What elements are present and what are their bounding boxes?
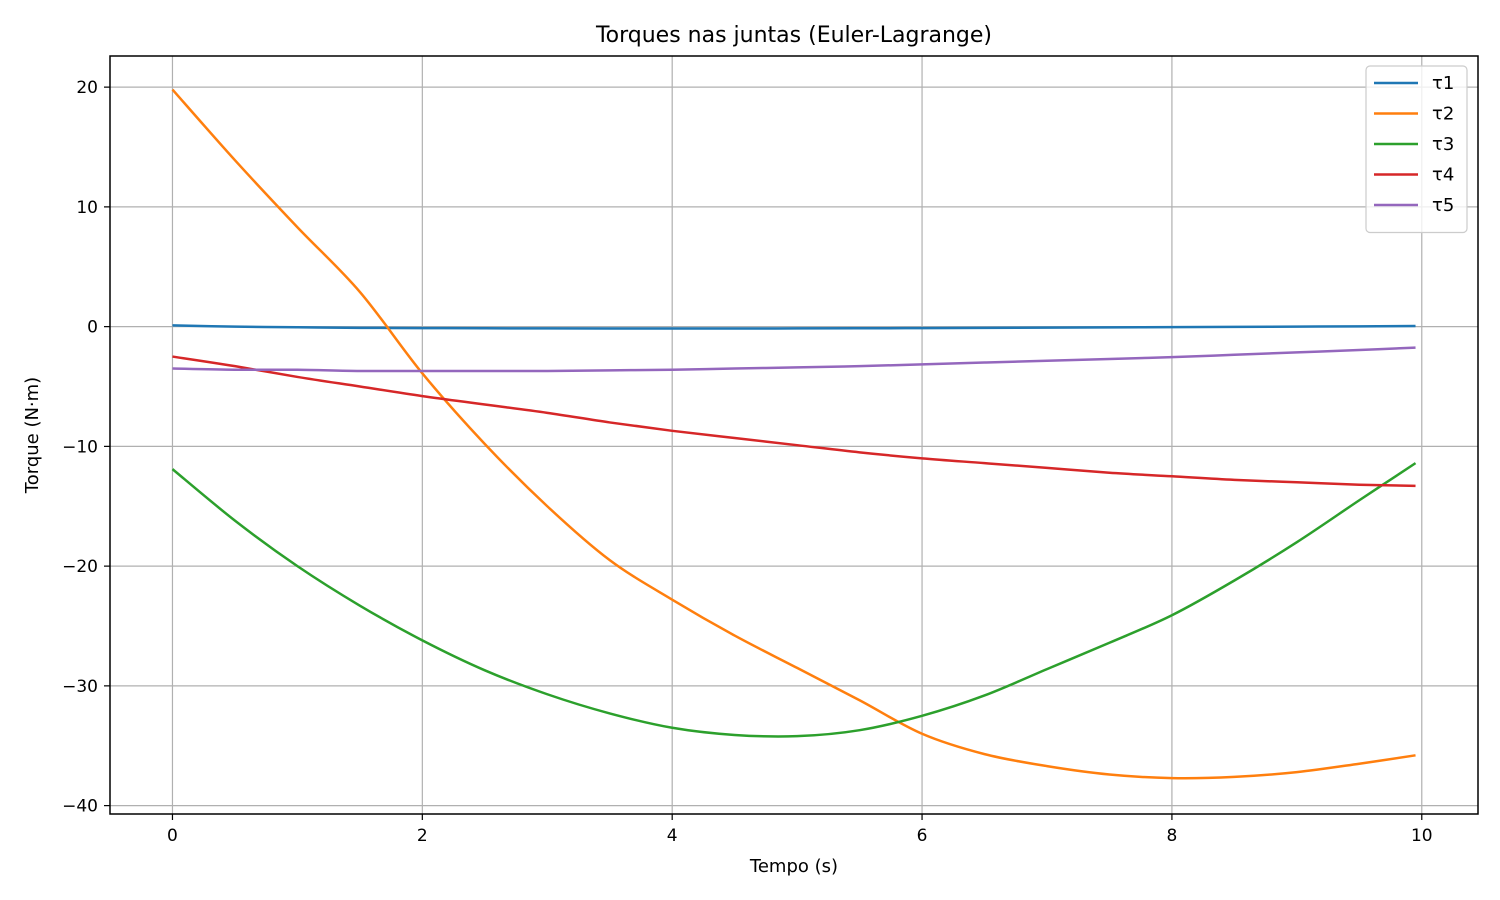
y-tick-label: −20 bbox=[62, 557, 98, 577]
y-tick-label: −40 bbox=[62, 797, 98, 817]
x-tick-label: 6 bbox=[917, 826, 928, 846]
y-tick-label: −10 bbox=[62, 437, 98, 457]
y-axis-label: Torque (N·m) bbox=[22, 377, 43, 494]
x-tick-label: 8 bbox=[1167, 826, 1178, 846]
y-tick-label: 0 bbox=[87, 318, 98, 338]
legend-label-tau3: τ3 bbox=[1432, 134, 1454, 155]
series-layer bbox=[171, 88, 1417, 780]
legend: τ1 τ2 τ3 τ4 τ5 bbox=[1365, 65, 1468, 234]
x-tick-label: 4 bbox=[667, 826, 678, 846]
legend-label-tau4: τ4 bbox=[1432, 165, 1454, 186]
ticks: 0 2 4 6 8 10 20 10 0 −10 −20 −30 −40 bbox=[62, 78, 1432, 846]
legend-label-tau5: τ5 bbox=[1432, 195, 1454, 216]
series-line-tau5 bbox=[172, 346, 1416, 373]
x-axis-label: Tempo (s) bbox=[749, 856, 838, 877]
y-tick-label: 20 bbox=[76, 78, 98, 98]
x-tick-label: 0 bbox=[167, 826, 178, 846]
y-tick-label: −30 bbox=[62, 677, 98, 697]
series-line-tau2 bbox=[171, 88, 1416, 780]
chart-title: Torques nas juntas (Euler-Lagrange) bbox=[595, 23, 992, 48]
series-line-tau1 bbox=[172, 324, 1416, 330]
series-line-tau4 bbox=[172, 355, 1416, 488]
y-tick-label: 10 bbox=[76, 198, 98, 218]
x-tick-label: 10 bbox=[1411, 826, 1433, 846]
legend-box bbox=[1365, 65, 1468, 234]
x-tick-label: 2 bbox=[417, 826, 428, 846]
legend-label-tau1: τ1 bbox=[1432, 73, 1454, 94]
legend-label-tau2: τ2 bbox=[1432, 104, 1454, 125]
series-line-tau3 bbox=[171, 462, 1417, 738]
plot-frame bbox=[109, 55, 1479, 815]
